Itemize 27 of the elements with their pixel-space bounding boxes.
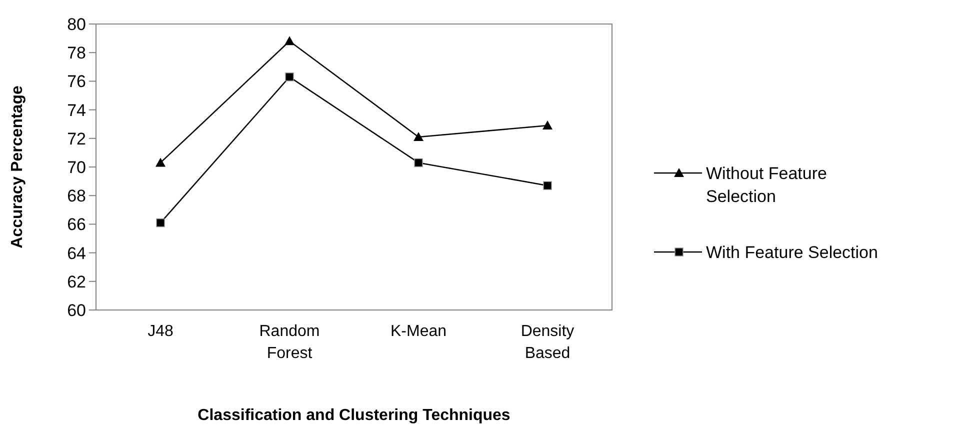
x-axis-title: Classification and Clustering Techniques [198, 407, 510, 424]
legend-label: Without Feature Selection [706, 164, 827, 206]
y-tick-label: 62 [67, 272, 86, 292]
point [156, 158, 166, 167]
y-tick-label: 60 [67, 300, 86, 320]
point [543, 181, 552, 190]
y-tick-label: 64 [67, 244, 86, 263]
x-tick-label: Random Forest [259, 323, 320, 362]
y-axis-title: Accuracy Percentage [9, 86, 26, 248]
point [285, 72, 294, 82]
legend-label: With Feature Selection [706, 242, 878, 262]
y-tick-label: 72 [67, 129, 86, 148]
x-tick-label: J48 [148, 323, 174, 340]
point [156, 218, 165, 228]
y-tick-label: 68 [67, 186, 86, 206]
y-tick-label: 74 [67, 100, 86, 120]
x-tick-label: Density Based [520, 323, 574, 362]
y-tick-label: 70 [67, 158, 86, 177]
point [414, 132, 424, 141]
point [542, 120, 552, 130]
y-tick-label: 78 [67, 44, 86, 63]
point [414, 158, 423, 168]
y-tick-label: 80 [67, 14, 86, 34]
x-tick-label: K-Mean [390, 323, 447, 340]
point [284, 36, 294, 46]
y-tick-label: 66 [67, 215, 86, 234]
y-tick-label: 76 [67, 72, 86, 92]
